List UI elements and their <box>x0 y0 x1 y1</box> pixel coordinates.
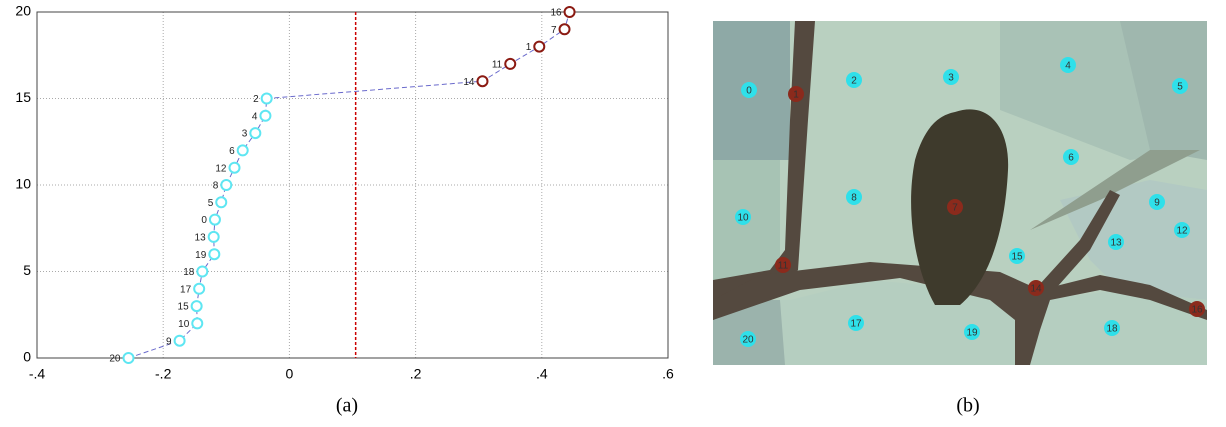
node-label: 0 <box>746 86 752 97</box>
node-label: 3 <box>948 73 954 84</box>
node-label: 10 <box>737 213 749 224</box>
point-label: 8 <box>213 181 219 192</box>
point <box>194 284 204 294</box>
point <box>250 128 260 138</box>
point-label: 9 <box>166 336 172 347</box>
point-label: 11 <box>492 60 503 71</box>
point <box>175 336 185 346</box>
point <box>230 163 240 173</box>
point <box>262 94 272 104</box>
node-label: 8 <box>851 193 857 204</box>
point-label: 2 <box>253 94 259 105</box>
y-tick-label: 0 <box>23 349 31 365</box>
x-tick-label: .2 <box>410 366 422 382</box>
point <box>534 42 544 52</box>
point <box>260 111 270 121</box>
point <box>209 232 219 242</box>
point <box>477 76 487 86</box>
node-label: 11 <box>778 261 789 272</box>
y-tick-label: 20 <box>15 3 31 19</box>
point <box>505 59 515 69</box>
node-label: 15 <box>1011 252 1023 263</box>
point <box>209 249 219 259</box>
point-label: 19 <box>195 250 207 261</box>
figure: -.4-.20.2.4.6051015202091015171819130581… <box>0 0 1226 422</box>
point-label: 0 <box>201 215 207 226</box>
node-label: 18 <box>1106 324 1118 335</box>
point <box>560 24 570 34</box>
node-label: 7 <box>952 203 958 214</box>
point-label: 13 <box>195 233 207 244</box>
node-label: 19 <box>966 328 978 339</box>
x-tick-label: .4 <box>536 366 548 382</box>
point <box>123 353 133 363</box>
point <box>197 267 207 277</box>
point <box>221 180 231 190</box>
x-tick-label: 0 <box>286 366 294 382</box>
caption-a: (a) <box>336 395 358 417</box>
point-label: 5 <box>208 198 214 209</box>
caption-b: (b) <box>956 395 979 417</box>
point-label: 1 <box>526 42 532 53</box>
node-label: 14 <box>1030 284 1042 295</box>
point-label: 20 <box>109 354 121 365</box>
point <box>238 145 248 155</box>
point-label: 12 <box>215 163 227 174</box>
point-label: 14 <box>463 77 475 88</box>
node-label: 12 <box>1176 226 1188 237</box>
point <box>210 215 220 225</box>
point-label: 16 <box>550 8 562 19</box>
point-label: 18 <box>183 267 195 278</box>
x-tick-label: .6 <box>662 366 674 382</box>
node-label: 9 <box>1154 198 1160 209</box>
node-label: 6 <box>1068 153 1074 164</box>
node-label: 17 <box>850 319 862 330</box>
node-label: 13 <box>1110 238 1122 249</box>
point <box>192 301 202 311</box>
point-label: 4 <box>252 111 258 122</box>
node-label: 1 <box>793 90 799 101</box>
point <box>192 318 202 328</box>
point <box>216 197 226 207</box>
point-label: 17 <box>180 284 192 295</box>
node-label: 16 <box>1191 305 1203 316</box>
point <box>565 7 575 17</box>
point-label: 6 <box>229 146 235 157</box>
node-label: 2 <box>851 76 857 87</box>
point-label: 15 <box>178 302 190 313</box>
point-label: 7 <box>551 25 557 36</box>
y-tick-label: 5 <box>23 262 31 278</box>
point-label: 3 <box>242 129 248 140</box>
x-tick-label: -.2 <box>155 366 172 382</box>
node-label: 5 <box>1177 82 1183 93</box>
point-label: 10 <box>178 319 190 330</box>
y-tick-label: 10 <box>15 176 31 192</box>
y-tick-label: 15 <box>15 89 31 105</box>
x-tick-label: -.4 <box>29 366 46 382</box>
node-label: 4 <box>1065 61 1071 72</box>
node-label: 20 <box>742 335 754 346</box>
